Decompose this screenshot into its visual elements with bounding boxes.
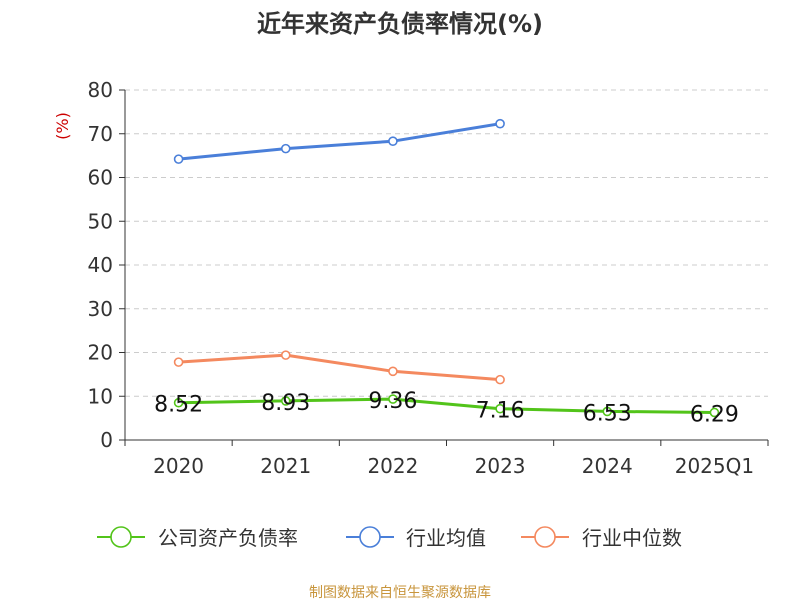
data-labels: 8.52 8.93 9.36 7.16 6.53 6.29 xyxy=(154,389,739,427)
data-label: 6.53 xyxy=(583,401,632,426)
legend-item: 公司资产负债率 xyxy=(97,526,298,550)
data-point xyxy=(388,366,398,377)
grid xyxy=(125,89,768,397)
legend-marker xyxy=(110,526,132,548)
series-layer xyxy=(173,118,720,418)
y-tick-label: 30 xyxy=(88,297,113,321)
legend-marker xyxy=(359,526,381,548)
legend-label: 行业中位数 xyxy=(582,526,682,550)
x-tick-label: 2024 xyxy=(582,454,633,478)
data-label: 9.36 xyxy=(368,389,417,414)
data-point xyxy=(173,357,184,367)
y-axis-label: (%) xyxy=(53,112,72,140)
axes: 0 10 20 30 40 50 60 70 80 2020 2021 2022 2023 2024 202… xyxy=(88,78,769,478)
data-point xyxy=(280,350,291,360)
x-tick-label: 2025Q1 xyxy=(675,454,754,478)
x-tick-label: 2020 xyxy=(153,454,204,478)
data-point xyxy=(602,406,613,417)
legend-item: 行业中位数 xyxy=(521,526,682,550)
x-tick-label: 2023 xyxy=(475,454,526,478)
data-point xyxy=(173,154,184,164)
data-label: 8.52 xyxy=(154,393,203,418)
data-label: 7.16 xyxy=(476,399,525,424)
data-point xyxy=(280,396,291,406)
y-tick-label: 0 xyxy=(100,428,113,452)
data-point xyxy=(388,394,398,404)
data-point xyxy=(495,118,505,129)
x-tick-label: 2021 xyxy=(260,454,311,478)
series-line xyxy=(178,122,501,161)
data-point xyxy=(709,407,720,418)
y-tick-label: 60 xyxy=(88,166,113,190)
y-tick-label: 10 xyxy=(88,384,113,408)
data-label: 6.29 xyxy=(690,402,739,427)
data-point xyxy=(173,397,184,408)
legend-item: 行业均值 xyxy=(346,526,486,550)
legend-label: 行业均值 xyxy=(406,526,486,550)
y-tick-label: 70 xyxy=(88,122,113,146)
y-tick-label: 20 xyxy=(88,341,113,365)
x-tick-label: 2022 xyxy=(367,454,418,478)
source-note: 制图数据来自恒生聚源数据库 xyxy=(309,585,491,600)
y-tick-label: 50 xyxy=(88,209,113,233)
series-line xyxy=(178,353,501,382)
y-tick-label: 40 xyxy=(88,253,113,277)
legend-marker xyxy=(534,526,556,548)
data-point xyxy=(495,403,505,414)
legend-label: 公司资产负债率 xyxy=(158,526,298,550)
data-label: 8.93 xyxy=(261,391,310,416)
legend: 公司资产负债率 行业均值 行业中位数 xyxy=(97,526,682,550)
chart-title: 近年来资产负债率情况(%) xyxy=(257,10,543,38)
data-point xyxy=(280,143,291,154)
data-point xyxy=(495,374,505,385)
series-line xyxy=(178,397,715,414)
y-tick-label: 80 xyxy=(88,78,113,102)
data-point xyxy=(388,136,398,146)
